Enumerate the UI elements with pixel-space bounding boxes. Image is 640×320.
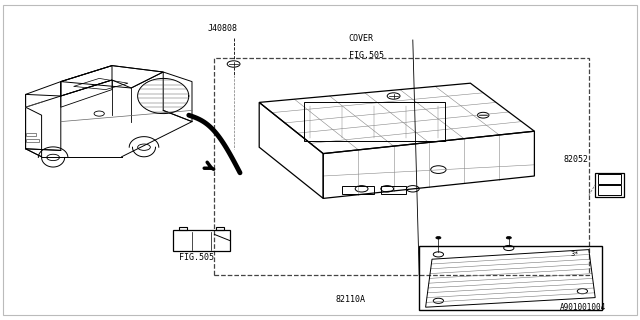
Bar [214, 58, 589, 275]
Circle shape [436, 236, 441, 239]
Text: A901001004: A901001004 [560, 303, 606, 312]
Text: COVER: COVER [349, 34, 374, 43]
Text: 82110A: 82110A [336, 295, 366, 304]
Bar [342, 186, 374, 194]
Circle shape [506, 236, 511, 239]
Bar [216, 227, 224, 230]
Text: FIG.505: FIG.505 [179, 253, 214, 262]
Bar [173, 230, 230, 251]
Bar [304, 102, 445, 141]
Text: FIG.505: FIG.505 [349, 52, 384, 60]
Bar [26, 133, 36, 136]
Bar [595, 173, 624, 197]
Text: 82052: 82052 [563, 156, 588, 164]
Bar [179, 227, 187, 230]
Bar [381, 186, 406, 194]
Bar [26, 139, 39, 142]
Text: J40808: J40808 [208, 24, 238, 33]
Text: 3*: 3* [571, 252, 579, 257]
Bar [419, 246, 602, 310]
Bar [598, 185, 621, 195]
Bar [598, 174, 621, 184]
